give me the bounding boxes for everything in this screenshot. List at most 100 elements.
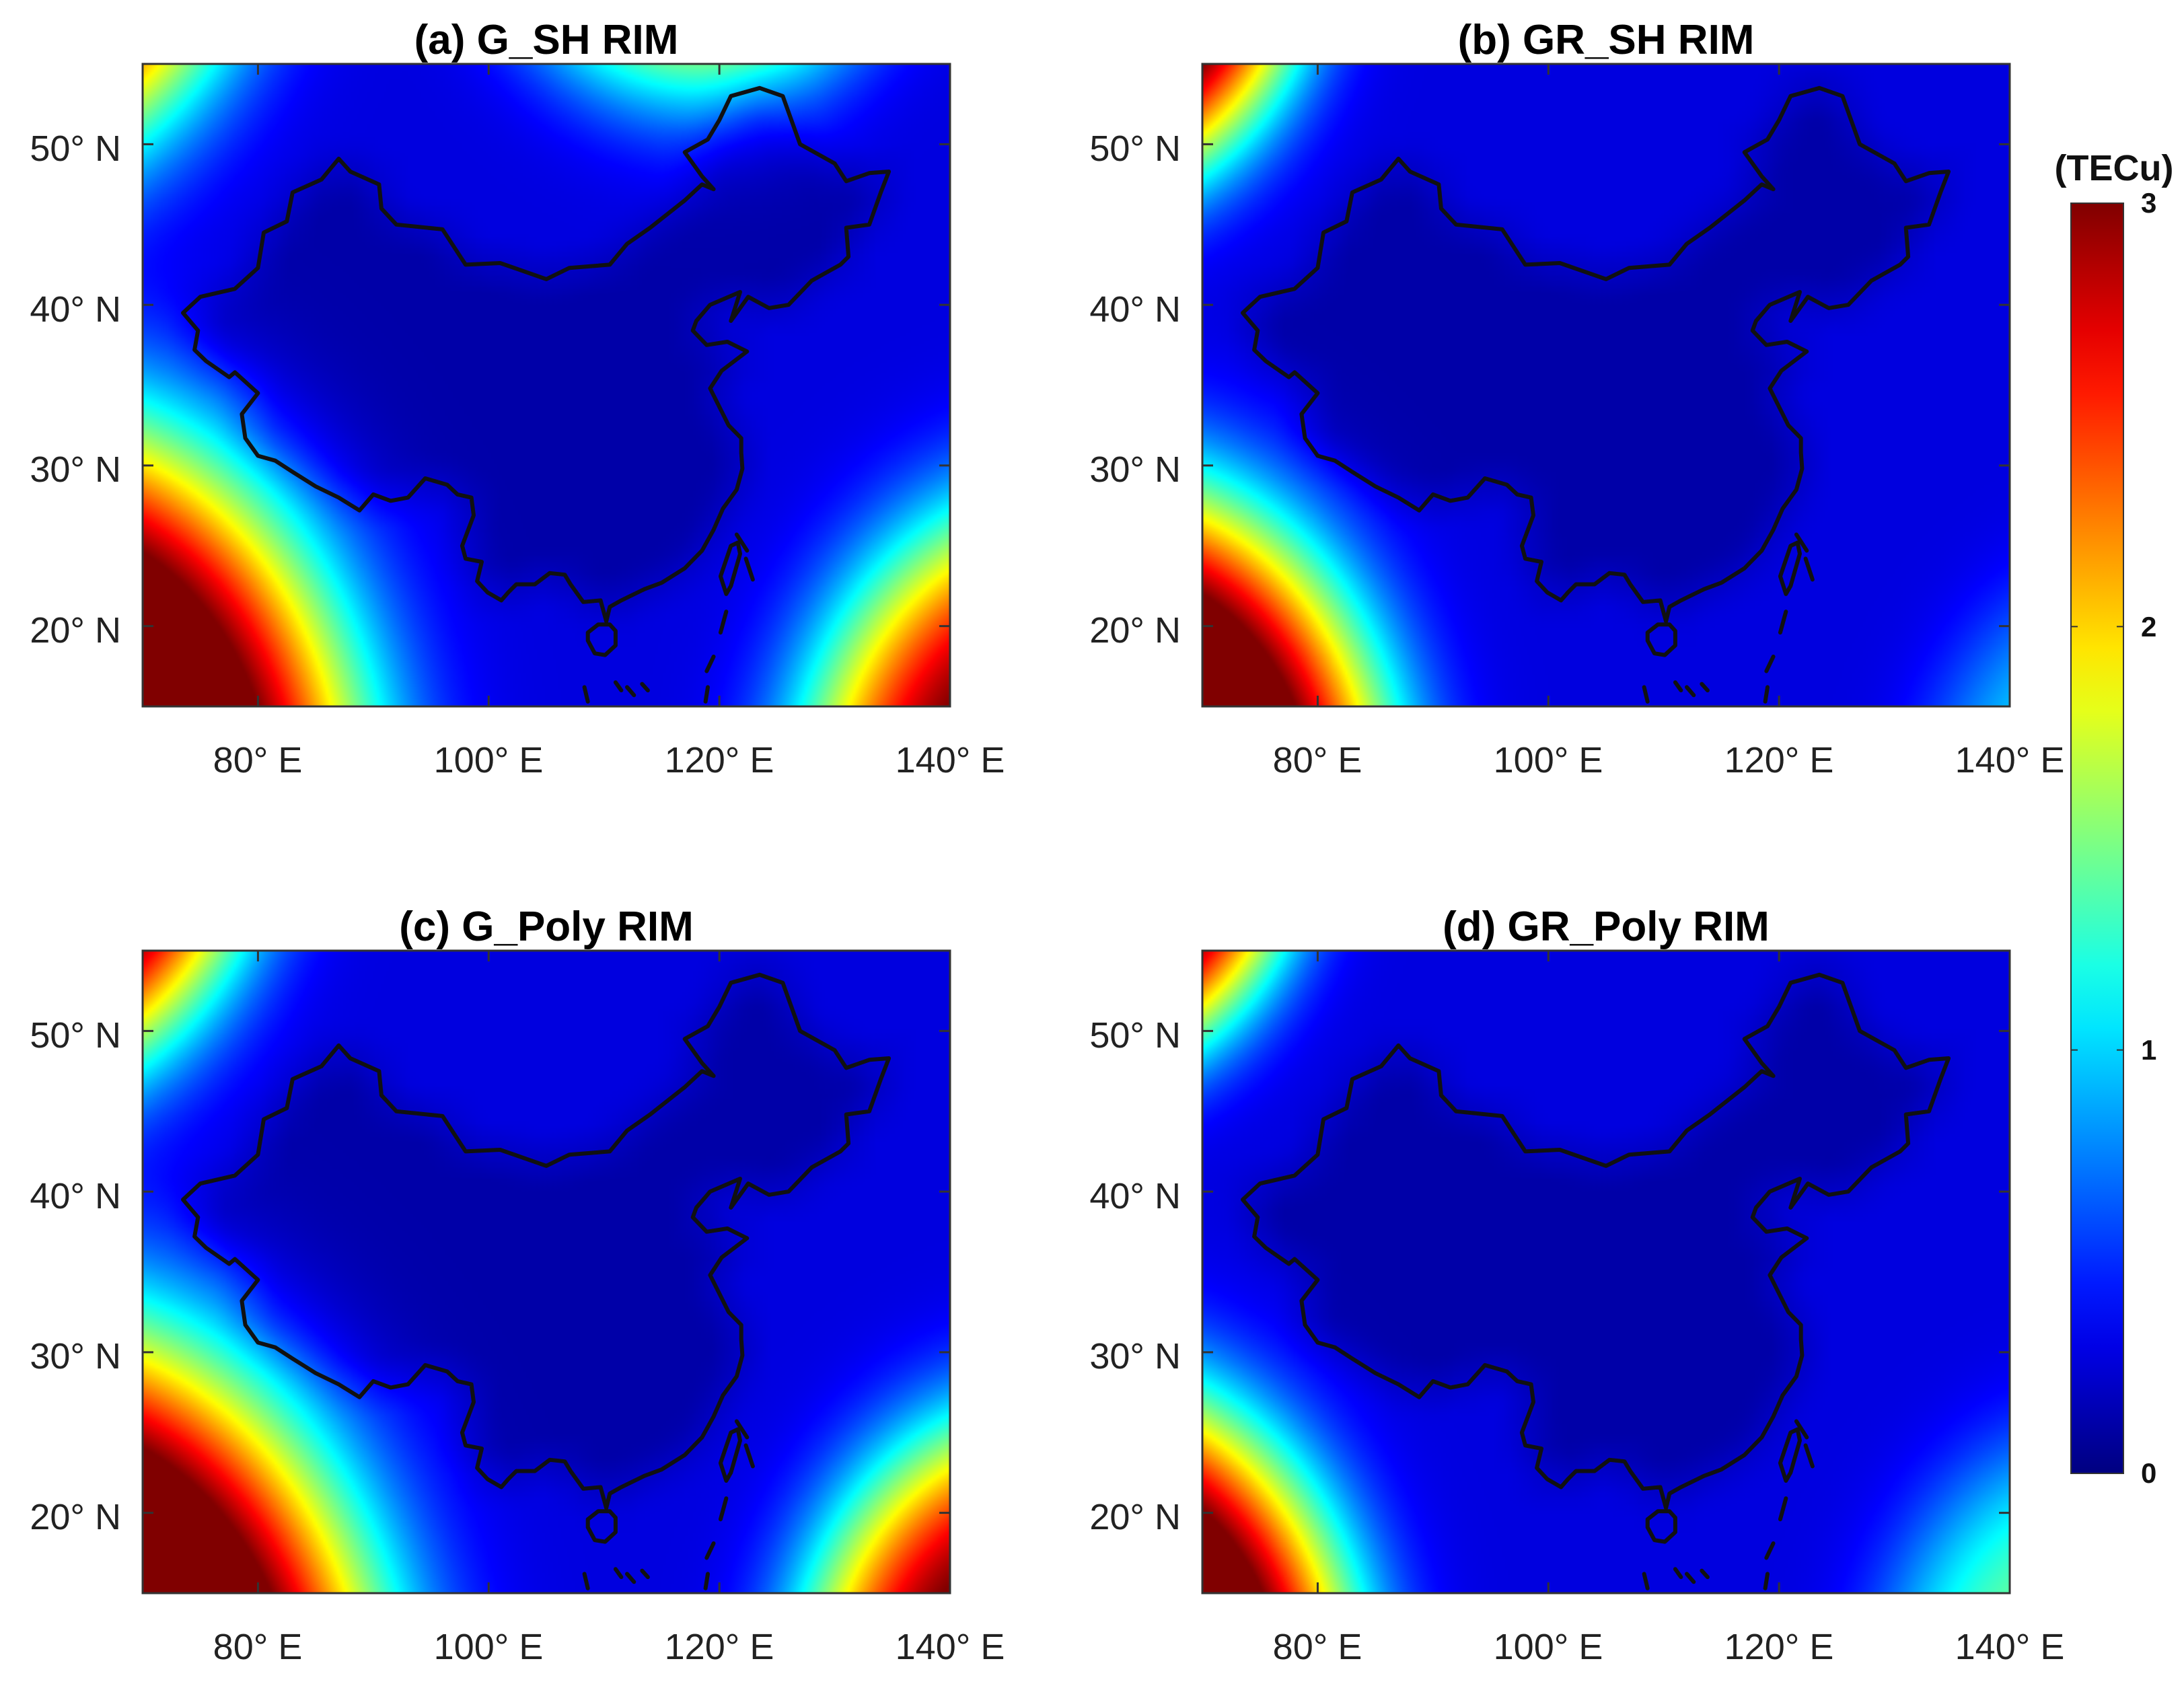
frame-ticks xyxy=(143,64,951,706)
island-segment xyxy=(1700,682,1710,693)
island-segment xyxy=(1642,1572,1650,1590)
panel-b-xtick-140: 140° E xyxy=(1955,740,2065,780)
panel-c-xtick-120: 120° E xyxy=(665,1627,774,1667)
hainan-outline xyxy=(585,1509,618,1544)
panel-a-ytick-40: 40° N xyxy=(30,289,121,330)
panel-a-title: (a) G_SH RIM xyxy=(414,17,679,63)
island-segment xyxy=(1673,1567,1683,1580)
island-segment xyxy=(1763,1572,1770,1590)
panel-b-axes: 80° E 100° E 120° E 140° E 20° N 30° N 4… xyxy=(1089,129,2064,780)
panel-a: (a) G_SH RIM 80° E 100° E 120° E 140° E … xyxy=(30,17,1005,780)
colorbar: (TECu) 0 1 2 3 xyxy=(2055,148,2174,1489)
china-border xyxy=(1241,972,1951,1510)
panel-b-frame xyxy=(1201,63,2011,708)
island-segment xyxy=(582,685,590,704)
island-segment xyxy=(1764,655,1776,673)
panel-d-xtick-120: 120° E xyxy=(1724,1627,1834,1667)
island-segment xyxy=(718,610,729,635)
island-segment xyxy=(704,655,716,673)
hainan-outline xyxy=(585,622,618,657)
island-segment xyxy=(1778,1496,1788,1522)
panel-c-frame xyxy=(141,949,951,1595)
island-segment xyxy=(1685,685,1696,698)
island-segment xyxy=(704,1541,716,1560)
panel-b-xtick-80: 80° E xyxy=(1273,740,1362,780)
island-segment xyxy=(640,1568,650,1580)
panel-c-xtick-140: 140° E xyxy=(896,1627,1005,1667)
taiwan-outline xyxy=(718,540,742,596)
panel-c-ytick-30: 30° N xyxy=(30,1336,121,1377)
island-segment xyxy=(1794,532,1809,553)
panel-c-ytick-50: 50° N xyxy=(30,1015,121,1056)
island-segment xyxy=(1778,610,1788,635)
panel-a-coastline xyxy=(181,85,891,704)
panel-a-axes: 80° E 100° E 120° E 140° E 20° N 30° N 4… xyxy=(30,129,1005,780)
island-segment xyxy=(625,685,636,698)
panel-d-ytick-30: 30° N xyxy=(1089,1336,1181,1377)
colorbar-tick-3: 3 xyxy=(2141,187,2156,219)
island-segment xyxy=(1764,1541,1776,1560)
panel-d-coastline xyxy=(1241,972,1951,1590)
panel-d-ytick-50: 50° N xyxy=(1089,1015,1181,1056)
panel-b-ytick-30: 30° N xyxy=(1089,449,1181,490)
panel-c-xtick-80: 80° E xyxy=(213,1627,303,1667)
china-border xyxy=(181,85,891,624)
panel-b-xtick-100: 100° E xyxy=(1494,740,1603,780)
island-segment xyxy=(1803,1443,1815,1469)
panel-b-xtick-120: 120° E xyxy=(1724,740,1834,780)
island-segment xyxy=(743,1443,755,1469)
panel-b-coastline xyxy=(1241,85,1951,704)
taiwan-outline xyxy=(1778,1427,1802,1483)
island-segment xyxy=(703,685,710,704)
panel-a-ytick-20: 20° N xyxy=(30,610,121,651)
hainan-outline xyxy=(1645,622,1677,657)
panel-c: (c) G_Poly RIM 80° E 100° E 120° E 140° … xyxy=(30,904,1005,1667)
taiwan-outline xyxy=(718,1427,742,1483)
panel-b-ytick-20: 20° N xyxy=(1089,610,1181,651)
taiwan-outline xyxy=(1778,540,1802,596)
island-segment xyxy=(703,1572,710,1590)
colorbar-tick-0: 0 xyxy=(2141,1457,2156,1489)
china-border xyxy=(1241,85,1951,624)
panel-c-xtick-100: 100° E xyxy=(434,1627,544,1667)
island-segment xyxy=(640,682,650,693)
island-segment xyxy=(1763,685,1770,704)
panel-c-ytick-40: 40° N xyxy=(30,1176,121,1216)
island-segment xyxy=(718,1496,729,1522)
panel-a-xtick-140: 140° E xyxy=(896,740,1005,780)
colorbar-title: (TECu) xyxy=(2055,148,2174,188)
island-segment xyxy=(1794,1419,1809,1440)
island-segment xyxy=(613,1567,624,1580)
island-segment xyxy=(734,1419,750,1440)
frame-ticks xyxy=(1202,64,2011,706)
panel-d-axes: 80° E 100° E 120° E 140° E 20° N 30° N 4… xyxy=(1089,1015,2064,1667)
island-segment xyxy=(743,556,755,582)
panel-d-tec-map xyxy=(1202,951,2010,1593)
panel-d-xtick-80: 80° E xyxy=(1273,1627,1362,1667)
panel-a-xtick-100: 100° E xyxy=(434,740,544,780)
panel-b: (b) GR_SH RIM 80° E 100° E 120° E 140° E… xyxy=(1089,17,2064,780)
panel-b-ytick-40: 40° N xyxy=(1089,289,1181,330)
island-segment xyxy=(613,680,624,693)
panel-a-frame xyxy=(141,63,951,708)
hainan-outline xyxy=(1645,1509,1677,1544)
island-segment xyxy=(1685,1572,1696,1584)
island-segment xyxy=(582,1572,590,1590)
island-segment xyxy=(1673,680,1683,693)
island-segment xyxy=(625,1572,636,1584)
island-segment xyxy=(1700,1568,1710,1580)
panel-c-title: (c) G_Poly RIM xyxy=(399,904,694,950)
panel-c-coastline xyxy=(181,972,891,1590)
panel-d: (d) GR_Poly RIM 80° E 100° E 120° E 140°… xyxy=(1089,904,2064,1667)
island-segment xyxy=(1642,685,1650,704)
china-border xyxy=(181,972,891,1510)
panel-d-xtick-100: 100° E xyxy=(1494,1627,1603,1667)
frame-ticks xyxy=(143,951,951,1593)
panel-b-tec-map xyxy=(1202,64,2010,706)
frame-ticks xyxy=(1202,951,2011,1593)
panel-c-tec-map xyxy=(143,951,950,1593)
panel-d-ytick-20: 20° N xyxy=(1089,1497,1181,1537)
panel-d-xtick-140: 140° E xyxy=(1955,1627,2065,1667)
panel-d-frame xyxy=(1201,949,2011,1595)
